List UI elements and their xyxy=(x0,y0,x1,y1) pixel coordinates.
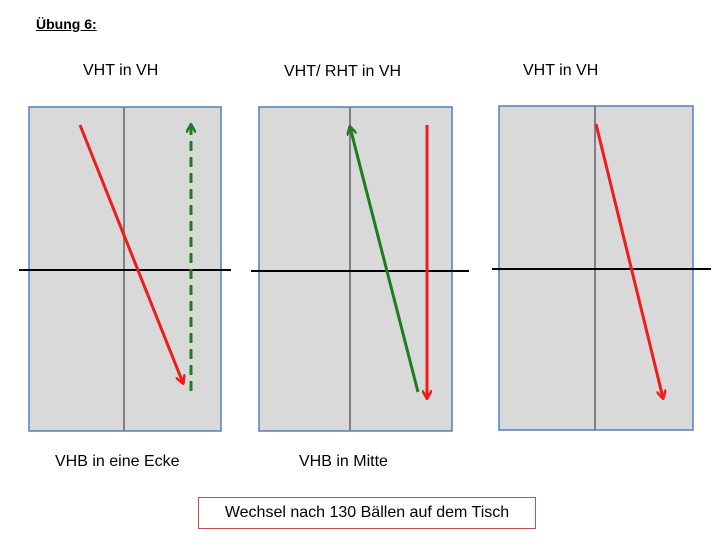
exercise-title: Übung 6: xyxy=(36,16,97,32)
panel-1-bottom-label: VHB in eine Ecke xyxy=(55,453,180,470)
panel-3-top-label: VHT in VH xyxy=(523,62,599,79)
table-panel-3 xyxy=(492,105,711,431)
table-panel-2 xyxy=(251,106,469,432)
table-panel-1 xyxy=(19,106,231,432)
ball-path-arrow xyxy=(78,124,183,383)
panel-2-bottom-label: VHB in Mitte xyxy=(299,453,388,470)
panel-2-top-label: VHT/ RHT in VH xyxy=(284,63,402,80)
table-surface xyxy=(258,106,453,432)
ball-path-arrow xyxy=(350,127,420,393)
ball-path-arrow xyxy=(594,123,663,398)
panel-1-top-label: VHT in VH xyxy=(83,62,159,79)
note-box: Wechsel nach 130 Bällen auf dem Tisch xyxy=(198,497,536,529)
